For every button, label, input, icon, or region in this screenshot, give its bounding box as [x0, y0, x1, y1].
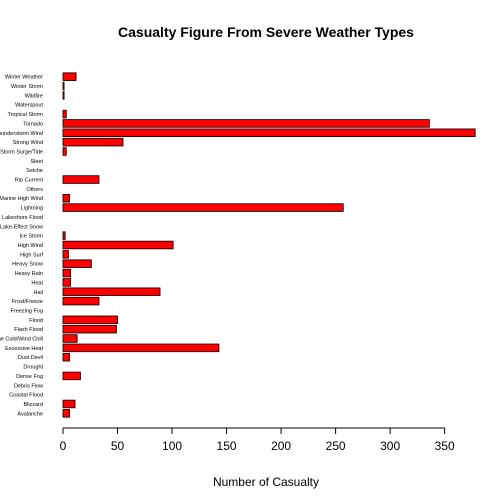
category-label: Flash Flood — [14, 327, 43, 333]
chart-title: Casualty Figure From Severe Weather Type… — [118, 24, 414, 40]
bar — [62, 259, 92, 268]
category-label: Rip Current — [15, 178, 44, 184]
category-label: Ice Storm — [19, 234, 43, 240]
category-label: Sleet — [30, 159, 43, 165]
bar — [62, 128, 476, 138]
bar — [62, 81, 65, 91]
category-label: Winter Storm — [11, 84, 44, 90]
category-label: Drought — [23, 365, 43, 371]
bar — [62, 203, 344, 212]
bar — [62, 409, 70, 418]
bar — [62, 147, 67, 156]
x-tick-label: 100 — [162, 439, 182, 453]
category-label: Freezing Fog — [11, 308, 43, 314]
category-label: Seiche — [26, 168, 43, 174]
category-label: Frost/Freeze — [12, 299, 43, 305]
bar — [62, 119, 430, 128]
category-label: Heavy Snow — [12, 262, 43, 268]
category-label: Coastal Flood — [9, 393, 43, 399]
category-label: Others — [26, 187, 43, 193]
category-label: Thunderstorm Wind — [0, 131, 43, 137]
bar — [62, 371, 81, 381]
category-label: Excessive Heat — [5, 346, 43, 352]
category-label: Flood — [29, 318, 43, 324]
category-labels: Avalanche Blizzard Coastal Flood Debris Flo… — [0, 75, 43, 418]
x-tick-label: 150 — [217, 439, 237, 453]
category-label: Winter Weather — [5, 75, 43, 81]
bar — [62, 109, 67, 119]
category-label: Heat — [31, 280, 43, 286]
bar — [62, 343, 220, 353]
bar — [62, 315, 118, 325]
category-label: Storm Surge/Tide — [0, 149, 43, 155]
category-label: Blizzard — [23, 402, 43, 408]
category-label: Lightning — [21, 206, 43, 212]
category-label: Tropical Storm — [7, 112, 43, 118]
bar — [62, 268, 72, 278]
bar — [62, 240, 174, 250]
category-label: Strong Wind — [13, 140, 43, 146]
category-label: Debris Flow — [14, 383, 43, 389]
category-label: Lakeshore Flood — [2, 215, 43, 221]
bar — [62, 194, 70, 203]
bar — [62, 334, 78, 343]
bar — [62, 296, 100, 306]
x-tick-label: 350 — [435, 439, 455, 453]
x-axis-label: Number of Casualty — [213, 475, 319, 489]
bar — [62, 175, 100, 184]
category-label: High Surf — [20, 252, 43, 258]
bar — [62, 72, 77, 81]
bar — [62, 91, 65, 100]
x-tick-label: 0 — [60, 439, 67, 453]
bar — [62, 324, 117, 334]
category-label: Heavy Rain — [15, 271, 43, 277]
category-label: Wildfire — [25, 93, 43, 99]
x-tick-label: 300 — [380, 439, 400, 453]
bar — [62, 399, 76, 409]
x-tick-label: 200 — [271, 439, 291, 453]
bar — [62, 278, 72, 287]
category-label: Marine High Wind — [0, 196, 43, 202]
category-label: Dense Fog — [16, 374, 43, 380]
category-label: Avalanche — [17, 411, 43, 417]
x-axis: 0 50 100 150 200 250 300 350 — [60, 427, 455, 453]
category-label: High Wind — [18, 243, 43, 249]
bar — [62, 231, 66, 240]
bars — [62, 72, 476, 418]
bar — [62, 250, 69, 259]
category-label: Tornado — [23, 121, 43, 127]
bar — [62, 352, 70, 362]
bar — [62, 287, 161, 296]
bar — [62, 137, 124, 147]
x-tick-label: 250 — [326, 439, 346, 453]
category-label: Dust Devil — [18, 355, 43, 361]
category-label: Extreme Cold/Wind Chill — [0, 337, 43, 343]
category-label: Waterspout — [15, 103, 43, 109]
x-tick-label: 50 — [111, 439, 125, 453]
category-label: Hail — [34, 290, 43, 296]
category-label: Lake-Effect Snow — [0, 224, 43, 230]
